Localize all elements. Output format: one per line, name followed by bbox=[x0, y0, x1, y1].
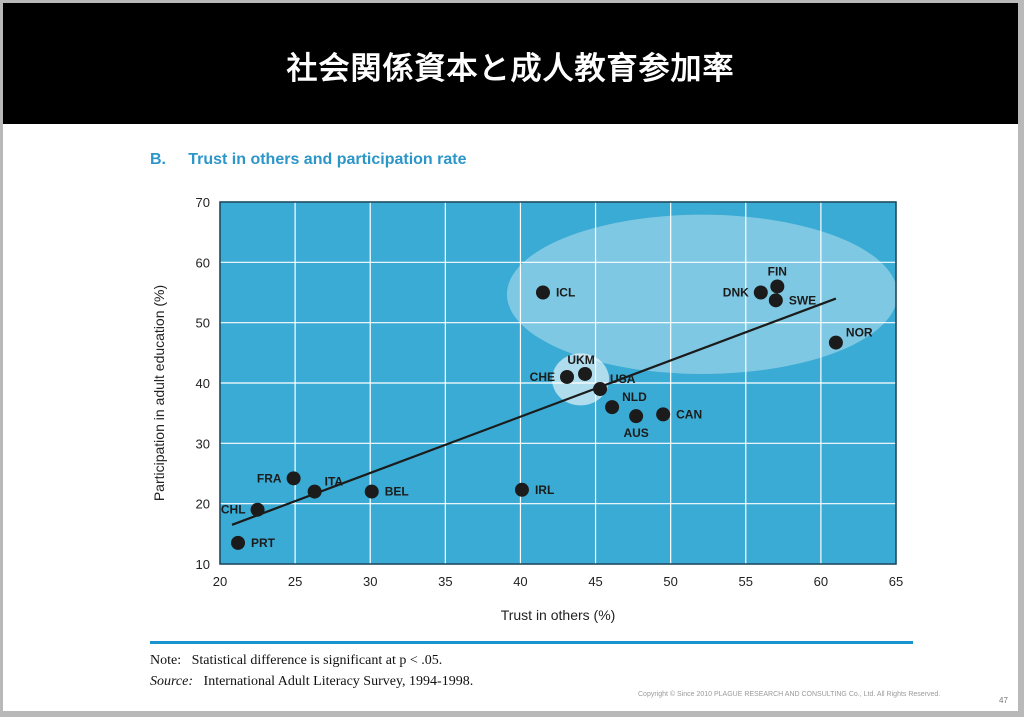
source-text: International Adult Literacy Survey, 199… bbox=[203, 674, 474, 689]
data-point-chl bbox=[250, 502, 265, 517]
point-label: FIN bbox=[768, 264, 787, 278]
x-tick-label: 30 bbox=[363, 574, 377, 589]
x-tick-label: 60 bbox=[814, 574, 828, 589]
point-label: SWE bbox=[789, 293, 816, 307]
page-number: 47 bbox=[999, 696, 1008, 705]
y-tick-label: 70 bbox=[196, 195, 210, 210]
y-tick-label: 50 bbox=[196, 316, 210, 331]
data-point-swe bbox=[768, 293, 783, 308]
divider-rule bbox=[150, 641, 913, 644]
note-label: Note: bbox=[150, 653, 182, 668]
data-point-bel bbox=[364, 484, 379, 499]
title-bar: 社会関係資本と成人教育参加率 bbox=[3, 3, 1018, 124]
data-point-che bbox=[560, 369, 575, 384]
note-text: Statistical difference is significant at… bbox=[191, 653, 443, 668]
point-label: CHL bbox=[221, 503, 246, 517]
point-label: CHE bbox=[530, 370, 555, 384]
data-point-nor bbox=[828, 335, 843, 350]
data-point-fin bbox=[770, 279, 785, 294]
scatter-chart: PRT CHL FRA ITA BEL IRL ICL CHE UKM USA NLD AUS CAN D… bbox=[151, 195, 903, 623]
highlight-ellipse bbox=[506, 214, 896, 374]
x-tick-label: 65 bbox=[889, 574, 903, 589]
source-line: Source: International Adult Literacy Sur… bbox=[150, 674, 473, 690]
x-tick-label: 45 bbox=[588, 574, 602, 589]
slide: 社会関係資本と成人教育参加率 B. Trust in others and pa… bbox=[3, 3, 1018, 711]
y-tick-label: 30 bbox=[196, 436, 210, 451]
y-tick-label: 40 bbox=[196, 376, 210, 391]
point-label: UKM bbox=[567, 353, 594, 367]
point-label: PRT bbox=[251, 536, 276, 550]
data-point-fra bbox=[286, 471, 301, 486]
data-point-irl bbox=[514, 482, 529, 497]
point-label: AUS bbox=[623, 426, 648, 440]
y-tick-label: 20 bbox=[196, 497, 210, 512]
data-point-dnk bbox=[753, 285, 768, 300]
trend-line bbox=[231, 297, 837, 526]
data-point-prt bbox=[231, 535, 246, 550]
point-label: ITA bbox=[325, 475, 344, 489]
copyright-text: Copyright © Since 2010 PLAGUE RESEARCH A… bbox=[638, 691, 941, 698]
x-tick-label: 35 bbox=[438, 574, 452, 589]
note-line: Note: Statistical difference is signific… bbox=[150, 653, 442, 669]
data-point-aus bbox=[629, 409, 644, 424]
data-point-can bbox=[656, 407, 671, 422]
x-tick-label: 50 bbox=[663, 574, 677, 589]
data-point-nld bbox=[605, 400, 620, 415]
y-axis-title: Participation in adult education (%) bbox=[151, 285, 167, 501]
y-tick-label: 60 bbox=[196, 255, 210, 270]
point-label: CAN bbox=[676, 407, 702, 421]
point-label: NLD bbox=[622, 390, 647, 404]
point-label: USA bbox=[610, 372, 636, 386]
x-tick-label: 20 bbox=[213, 574, 227, 589]
slide-title: 社会関係資本と成人教育参加率 bbox=[286, 51, 735, 87]
point-label: DNK bbox=[723, 286, 749, 300]
data-point-usa bbox=[593, 382, 608, 397]
plot-border bbox=[219, 201, 897, 565]
data-point-icl bbox=[535, 285, 550, 300]
point-label: FRA bbox=[257, 471, 282, 485]
y-tick-label: 10 bbox=[196, 557, 210, 572]
chart-title: B. Trust in others and participation rat… bbox=[150, 151, 467, 168]
x-axis-title: Trust in others (%) bbox=[501, 607, 616, 623]
data-point-ukm bbox=[578, 366, 593, 381]
point-label: IRL bbox=[535, 483, 554, 497]
point-label: BEL bbox=[385, 485, 409, 499]
data-point-ita bbox=[307, 484, 322, 499]
source-label: Source: bbox=[150, 674, 194, 689]
x-tick-label: 25 bbox=[288, 574, 302, 589]
x-tick-label: 55 bbox=[739, 574, 753, 589]
point-label: NOR bbox=[846, 326, 873, 340]
x-tick-label: 40 bbox=[513, 574, 527, 589]
point-label: ICL bbox=[556, 286, 575, 300]
